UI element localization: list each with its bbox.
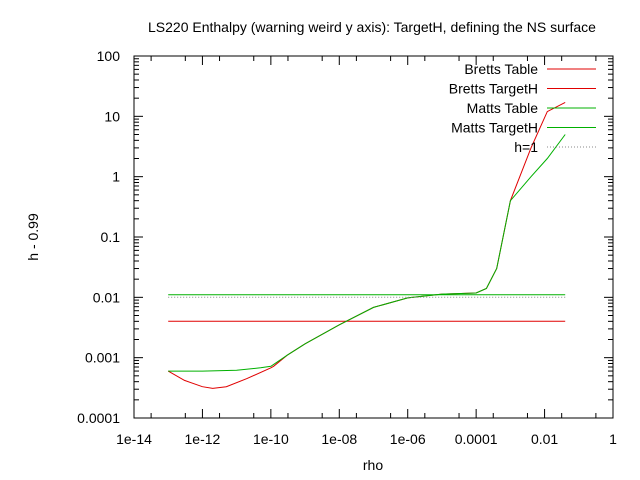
x-tick-label: 0.01 [531,431,558,447]
x-tick-label: 1e-08 [321,431,357,447]
y-tick-label: 10 [104,108,120,124]
x-tick-label: 1e-12 [185,431,221,447]
series-lines [167,101,566,389]
y-tick-label: 1 [112,169,120,185]
legend-label: Matts Table [467,100,539,116]
series-line-bretts-table [167,101,566,389]
axis-ticks: 0.0001 0.001 0.01 0.1 1 10 100 1e-14 1e-12 1e-10 1… [77,48,617,447]
chart-title: LS220 Enthalpy (warning weird y axis): T… [148,19,596,35]
y-tick-label: 100 [97,48,121,64]
x-tick-label: 1 [609,431,617,447]
legend-label: Bretts Table [464,61,538,77]
x-tick-label: 1e-06 [390,431,426,447]
y-tick-label: 0.0001 [77,410,120,426]
y-axis-label: h - 0.99 [25,213,41,261]
plot-frame [133,55,614,419]
legend-label: h=1 [514,139,538,155]
y-tick-label: 0.01 [93,289,120,305]
legend-label: Bretts TargetH [449,81,538,97]
x-axis-label: rho [363,457,383,473]
legend-label: Matts TargetH [451,120,538,136]
x-tick-label: 1e-10 [253,431,289,447]
x-tick-label: 1e-14 [116,431,152,447]
y-tick-label: 0.001 [85,350,120,366]
legend: Bretts Table Bretts TargetH Matts Table Mat… [449,61,596,155]
x-tick-label: 0.0001 [455,431,498,447]
y-tick-label: 0.1 [101,229,121,245]
series-line-matts-table [168,134,566,372]
